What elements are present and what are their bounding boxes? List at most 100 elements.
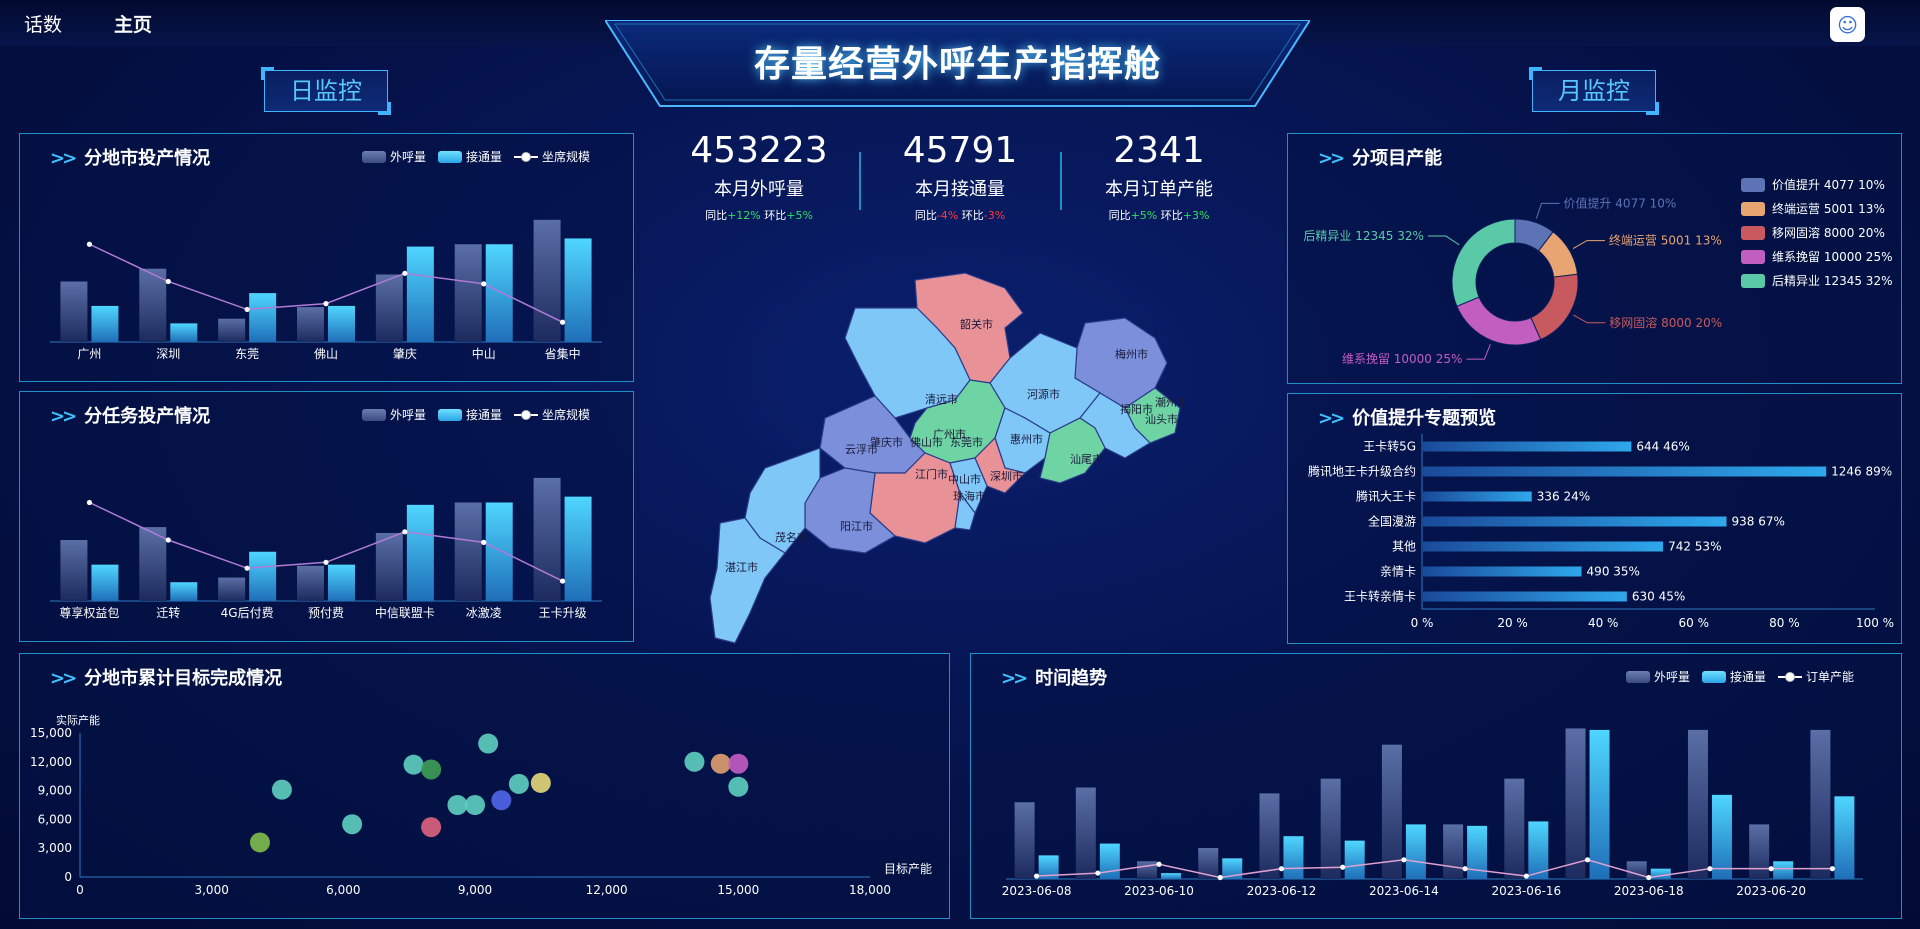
line-point bbox=[1584, 857, 1591, 863]
scatter-point bbox=[249, 832, 270, 853]
line-point bbox=[244, 306, 250, 313]
bar-outbound bbox=[375, 532, 403, 601]
bar-connected bbox=[485, 244, 513, 342]
legend-connected[interactable]: 接通量 bbox=[438, 148, 502, 165]
bar-outbound bbox=[454, 502, 482, 601]
panel-title: >> 价值提升专题预览 bbox=[1318, 408, 1497, 429]
map-city-label: 韶关市 bbox=[960, 317, 993, 331]
label-line bbox=[1573, 314, 1606, 324]
chevron-icon: >> bbox=[1318, 148, 1345, 169]
trend-bar-chart: 2023-06-08 2023-06-10 2023-06-12 2023-06-14… bbox=[1002, 728, 1863, 898]
x-tick-label: 迁转 bbox=[156, 605, 180, 620]
bar-connected bbox=[249, 293, 277, 342]
legend-swatch bbox=[1741, 250, 1765, 264]
hbar bbox=[1423, 466, 1827, 477]
bar-outbound bbox=[1014, 802, 1035, 879]
scatter-point bbox=[447, 795, 468, 815]
x-tick-label: 2023-06-16 bbox=[1491, 884, 1561, 898]
map-city-label: 汕头市 bbox=[1145, 412, 1178, 426]
chevron-icon: >> bbox=[1001, 668, 1028, 689]
line-point bbox=[323, 559, 329, 565]
panel-value-preview: >> 价值提升专题预览 王卡转5G 644 46% 腾讯地王卡升级合约 1246 89%… bbox=[1287, 393, 1902, 644]
legend-outbound[interactable]: 外呼量 bbox=[1626, 668, 1690, 685]
kpi-label: 本月外呼量 bbox=[714, 179, 804, 200]
line-point bbox=[402, 270, 408, 276]
legend-outbound[interactable]: 外呼量 bbox=[362, 406, 426, 423]
legend-connected[interactable]: 接通量 bbox=[1702, 668, 1766, 685]
map-city-label: 中山市 bbox=[948, 472, 981, 486]
legend-outbound[interactable]: 外呼量 bbox=[362, 148, 426, 165]
line-point bbox=[1829, 866, 1835, 872]
kpi-label: 本月接通量 bbox=[915, 179, 1005, 200]
legend-label: 维系挽留 10000 25% bbox=[1772, 250, 1892, 264]
map-region-maoming[interactable] bbox=[744, 447, 821, 554]
legend-label: 移网固溶 8000 20% bbox=[1772, 225, 1885, 240]
legend-seats[interactable]: 坐席规模 bbox=[514, 148, 590, 165]
bar-connected bbox=[1589, 729, 1610, 879]
map-region-zhongshan[interactable] bbox=[949, 457, 988, 515]
bar-outbound bbox=[1198, 848, 1219, 879]
x-tick-label: 6,000 bbox=[326, 883, 360, 897]
x-tick-label: 省集中 bbox=[545, 346, 581, 361]
nav-item-home[interactable]: 主页 bbox=[114, 14, 153, 36]
hbar bbox=[1423, 566, 1582, 577]
hbar bbox=[1423, 491, 1532, 502]
category-label: 其他 bbox=[1392, 540, 1416, 554]
bar-outbound bbox=[1749, 824, 1770, 879]
scatter-point bbox=[728, 753, 749, 774]
bar-outbound bbox=[1504, 778, 1525, 879]
map-city-label: 佛山市 bbox=[910, 435, 943, 449]
bar-connected bbox=[1711, 794, 1732, 879]
map-city-label: 珠海市 bbox=[953, 489, 986, 503]
line-point bbox=[1217, 874, 1223, 881]
map-city-label: 惠州市 bbox=[1010, 432, 1043, 446]
category-label: 王卡转5G bbox=[1363, 439, 1416, 454]
bar-connected bbox=[91, 564, 119, 601]
project-donut-chart: 价值提升 4077 10% 终端运营 5001 13% 移网固溶 8000 20% 维… bbox=[1303, 177, 1892, 366]
bar-outbound bbox=[1626, 861, 1647, 879]
daily-monitor-tab[interactable]: 日监控 bbox=[261, 67, 391, 115]
bar-connected bbox=[1344, 840, 1365, 879]
bar-connected bbox=[485, 502, 513, 601]
bar-connected bbox=[249, 551, 277, 601]
legend-orders[interactable]: 订单产能 bbox=[1778, 668, 1854, 685]
hbar bbox=[1423, 441, 1632, 452]
legend-connected[interactable]: 接通量 bbox=[438, 406, 502, 423]
x-tick-label: 9,000 bbox=[458, 883, 492, 897]
bar-outbound bbox=[1259, 793, 1280, 879]
map-region-shanwei[interactable] bbox=[1039, 417, 1106, 484]
x-axis-label: 目标产能 bbox=[884, 862, 932, 876]
x-tick-label: 4G后付费 bbox=[221, 606, 274, 620]
legend: 外呼量 接通量 坐席规模 bbox=[362, 406, 590, 423]
hbar bbox=[1423, 591, 1627, 602]
bar-outbound bbox=[139, 268, 167, 342]
x-tick-label: 80 % bbox=[1769, 616, 1800, 630]
map-region-zhanjiang[interactable] bbox=[709, 517, 786, 644]
x-tick-label: 20 % bbox=[1497, 616, 1528, 630]
map-city-label: 茂名市 bbox=[775, 530, 808, 544]
map-city-label: 江门市 bbox=[915, 467, 948, 481]
x-tick-label: 18,000 bbox=[849, 883, 891, 897]
panel-title: >> 分地市累计目标完成情况 bbox=[50, 668, 283, 689]
slice-label: 终端运营 5001 13% bbox=[1609, 233, 1722, 248]
panel-title: >> 时间趋势 bbox=[1001, 668, 1108, 689]
bar-connected bbox=[1528, 821, 1549, 879]
nav-item-huashu[interactable]: 话数 bbox=[24, 14, 63, 36]
map-city-label: 清远市 bbox=[925, 392, 958, 406]
monthly-monitor-tab[interactable]: 月监控 bbox=[1529, 67, 1659, 115]
chevron-icon: >> bbox=[50, 406, 77, 427]
bar-connected bbox=[1467, 825, 1488, 879]
map-region-zhuhai[interactable] bbox=[954, 491, 976, 531]
hbar bbox=[1423, 541, 1664, 552]
bar-connected bbox=[564, 238, 592, 342]
bar-outbound bbox=[454, 244, 482, 342]
value-label: 742 53% bbox=[1668, 540, 1721, 554]
value-label: 1246 89% bbox=[1831, 465, 1892, 479]
legend-seats[interactable]: 坐席规模 bbox=[514, 406, 590, 423]
bar-outbound bbox=[60, 540, 88, 601]
avatar[interactable]: ☺ bbox=[1830, 7, 1865, 42]
label-line bbox=[1572, 240, 1605, 249]
scatter-point bbox=[403, 754, 424, 775]
donut-slice bbox=[1530, 273, 1579, 341]
